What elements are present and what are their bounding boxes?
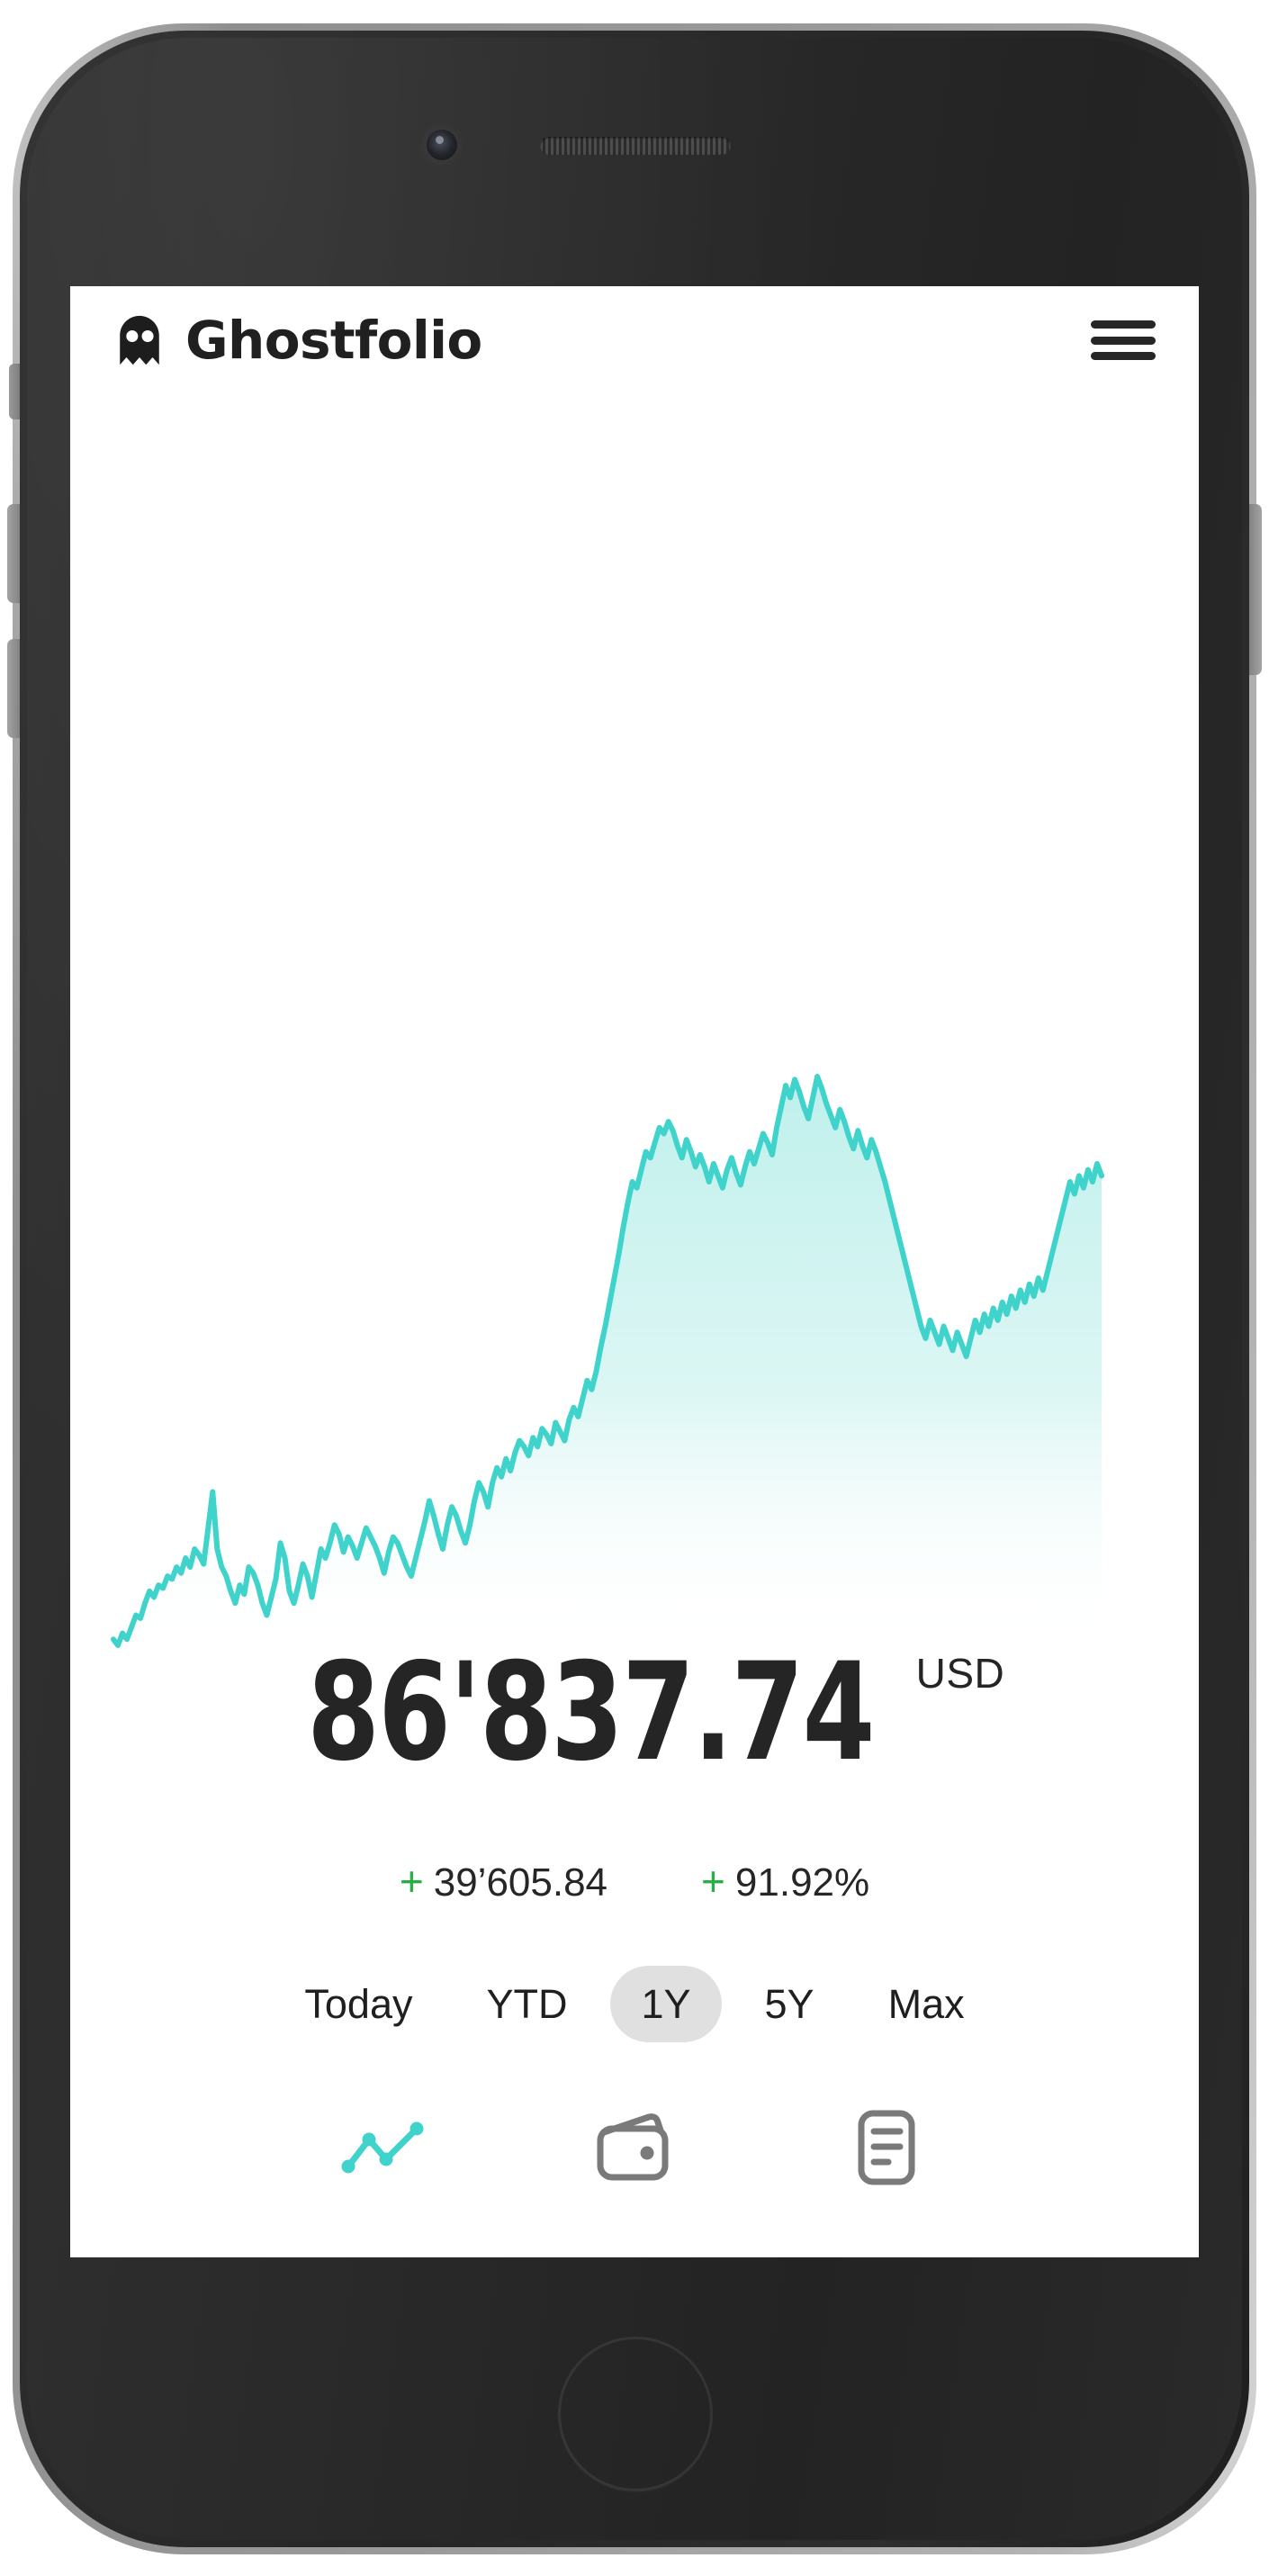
app-header: Ghostfolio <box>70 286 1199 394</box>
portfolio-change-row: + 39’605.84 + 91.92% <box>70 1857 1199 1905</box>
nav-item-summary[interactable] <box>837 2104 936 2191</box>
volume-up-button[interactable] <box>7 504 20 603</box>
front-camera-icon <box>427 130 457 160</box>
change-absolute-sign: + <box>399 1858 424 1905</box>
change-absolute: + 39’605.84 <box>400 1857 608 1905</box>
home-button[interactable] <box>558 2337 713 2491</box>
hamburger-bar-3 <box>1091 352 1156 360</box>
nav-item-overview[interactable] <box>333 2104 432 2191</box>
line-chart-icon <box>341 2121 424 2174</box>
brand-name: Ghostfolio <box>185 310 482 371</box>
date-range-tabs: Today YTD 1Y 5Y Max <box>70 1966 1199 2042</box>
portfolio-performance-chart[interactable] <box>70 1060 1199 1654</box>
range-tab-today[interactable]: Today <box>274 1966 443 2042</box>
range-tab-1y[interactable]: 1Y <box>610 1966 722 2042</box>
range-tab-ytd[interactable]: YTD <box>455 1966 598 2042</box>
power-button[interactable] <box>1249 504 1262 675</box>
hamburger-menu-icon[interactable] <box>1091 315 1156 365</box>
change-percent-value: 91.92% <box>734 1860 870 1905</box>
ghost-icon <box>120 315 159 365</box>
volume-down-button[interactable] <box>7 639 20 738</box>
phone-screen: Ghostfolio <box>70 286 1199 2257</box>
portfolio-currency: USD <box>915 1650 1005 1697</box>
range-tab-max[interactable]: Max <box>858 1966 995 2042</box>
change-percent: + 91.92% <box>701 1857 869 1905</box>
wallet-icon <box>597 2113 669 2181</box>
brand-block[interactable]: Ghostfolio <box>113 314 482 366</box>
chart-svg <box>111 1074 1104 1654</box>
silence-switch[interactable] <box>9 364 20 419</box>
range-tab-5y[interactable]: 5Y <box>734 1966 845 2042</box>
bottom-navigation <box>70 2104 1199 2191</box>
hamburger-bar-1 <box>1091 320 1156 329</box>
chart-line <box>111 1074 1104 1648</box>
chart-area-fill <box>113 1076 1102 1654</box>
portfolio-value: 86'837.74 <box>306 1635 875 1791</box>
earpiece-speaker <box>540 137 731 155</box>
hamburger-bar-2 <box>1091 336 1156 345</box>
document-icon <box>858 2110 915 2185</box>
portfolio-value-row: 86'837.74 USD <box>70 1645 1199 1780</box>
nav-item-holdings[interactable] <box>585 2104 684 2191</box>
change-absolute-value: 39’605.84 <box>433 1860 608 1905</box>
change-percent-sign: + <box>701 1858 725 1905</box>
